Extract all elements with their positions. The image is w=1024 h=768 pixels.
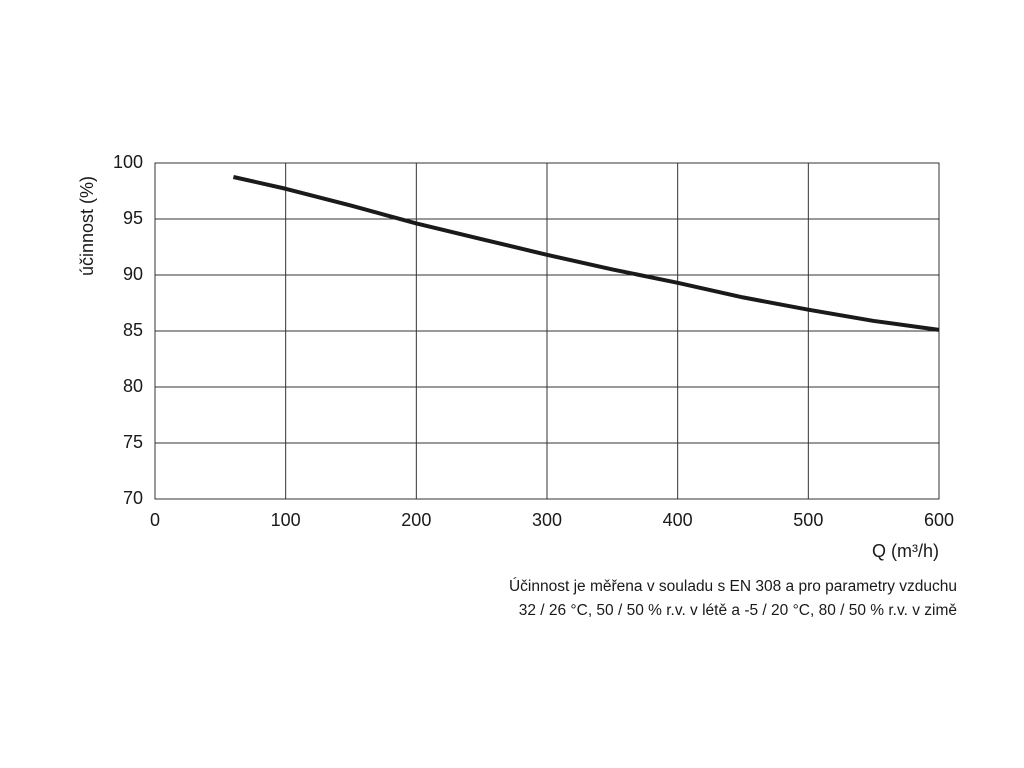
y-tick-label: 100: [113, 152, 143, 172]
note: Účinnost je měřena v souladu s EN 308 a …: [509, 578, 957, 595]
x-tick-label: 600: [924, 510, 954, 530]
data-line: [232, 175, 940, 332]
y-tick-label: 85: [123, 320, 143, 340]
y-tick-label: 80: [123, 376, 143, 396]
x-tick-label: 500: [793, 510, 823, 530]
x-tick-label: 200: [401, 510, 431, 530]
y-tick-label: 75: [123, 432, 143, 452]
y-tick-label: 90: [123, 264, 143, 284]
y-tick-label: 95: [123, 208, 143, 228]
note: 32 / 26 °C, 50 / 50 % r.v. v létě a -5 /…: [519, 602, 957, 619]
x-axis-label: Q (m³/h): [872, 541, 939, 561]
x-tick-label: 0: [150, 510, 160, 530]
x-tick-label: 100: [271, 510, 301, 530]
y-tick-label: 70: [123, 488, 143, 508]
x-tick-label: 300: [532, 510, 562, 530]
y-axis-label: účinnost (%): [77, 176, 97, 276]
x-tick-label: 400: [663, 510, 693, 530]
